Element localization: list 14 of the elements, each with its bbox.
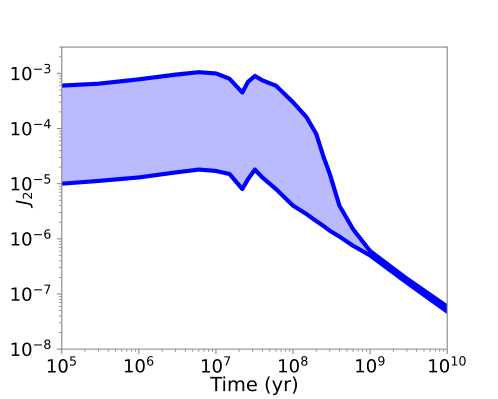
x-tick-label: 10$^{9}$ <box>356 356 385 373</box>
y-tick-label: 10$^{−6}$ <box>12 229 51 246</box>
x-tick-label: 10$^{5}$ <box>48 356 76 373</box>
x-tick-label: 10$^{10}$ <box>429 356 466 373</box>
y-tick-label: 10$^{−8}$ <box>12 340 51 356</box>
y-tick-label: 10$^{−7}$ <box>12 284 50 301</box>
y-tick-label: 10$^{−3}$ <box>12 64 50 80</box>
x-axis-title: Time (yr) <box>210 376 298 396</box>
x-tick-label: 10$^{8}$ <box>279 356 308 373</box>
y-axis-title: J$_{2}$ <box>16 192 33 208</box>
y-tick-label: 10$^{−5}$ <box>12 174 50 191</box>
x-tick-label: 10$^{6}$ <box>124 356 154 373</box>
y-tick-label: 10$^{−4}$ <box>12 119 51 136</box>
x-tick-label: 10$^{7}$ <box>202 356 230 373</box>
